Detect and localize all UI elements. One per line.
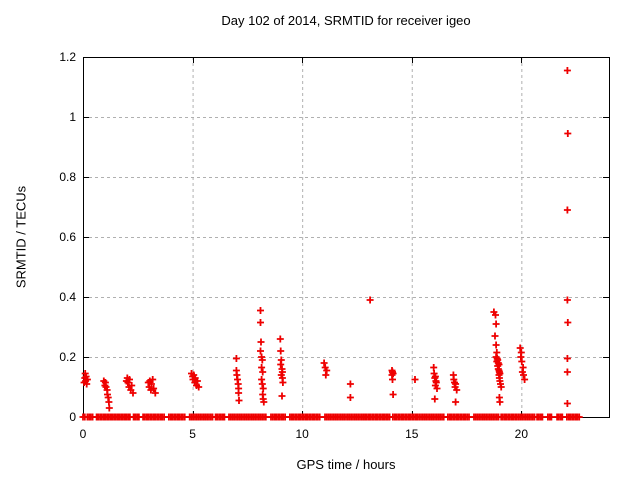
x-axis-title: GPS time / hours	[296, 457, 396, 472]
x-tick-label: 10	[295, 427, 309, 441]
tick-labels: 0 5 10 15 20 0 0.2 0.4 0.6 0.8 1 1.2	[59, 50, 528, 441]
baseline-points	[79, 413, 583, 421]
chart-title: Day 102 of 2014, SRMTID for receiver ige…	[221, 13, 471, 28]
y-tick-label: 0.8	[59, 170, 76, 184]
scatter-points	[80, 67, 572, 412]
y-tick-label: 1.2	[59, 50, 76, 64]
x-tick-label: 20	[515, 427, 529, 441]
y-tick-label: 0	[69, 410, 76, 424]
y-tick-label: 1	[69, 110, 76, 124]
y-tick-label: 0.4	[59, 290, 76, 304]
x-tick-label: 5	[189, 427, 196, 441]
y-tick-label: 0.6	[59, 230, 76, 244]
x-tick-label: 0	[80, 427, 87, 441]
y-tick-label: 0.2	[59, 350, 76, 364]
gridlines	[83, 57, 609, 417]
x-tick-label: 15	[405, 427, 419, 441]
